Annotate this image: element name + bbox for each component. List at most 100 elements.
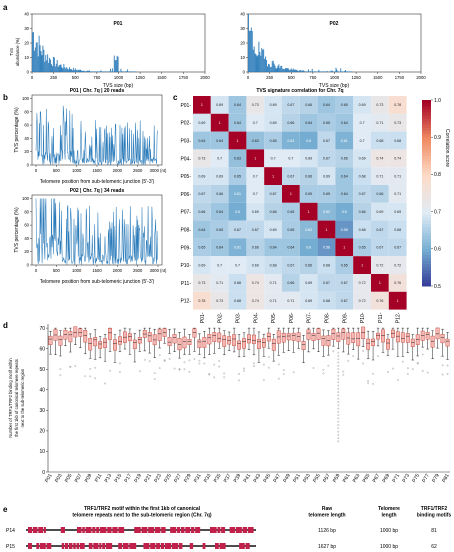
x-tick-label: P75 xyxy=(411,473,421,484)
hist-bar xyxy=(77,69,79,72)
hist-bar xyxy=(68,69,70,72)
motif-block xyxy=(155,527,161,533)
colorbar-segment xyxy=(422,186,431,191)
outlier xyxy=(416,362,419,364)
motif-block xyxy=(239,543,245,549)
cell-value: 0.69 xyxy=(270,228,277,232)
hist-bar xyxy=(284,69,286,72)
x-tick-label: P51 xyxy=(292,473,302,484)
hist-bar xyxy=(323,71,325,72)
hist-bar xyxy=(350,71,352,72)
y-tick-label: 80 xyxy=(24,209,29,214)
row-label: P12- xyxy=(180,299,191,305)
cell-value: 0.69 xyxy=(394,210,401,214)
cell-value: 0.66 xyxy=(287,121,294,125)
heat-cell xyxy=(210,185,229,203)
hist-bar xyxy=(265,56,267,72)
box xyxy=(167,337,172,347)
colorbar-segment xyxy=(422,224,431,228)
outlier xyxy=(421,370,424,372)
hist-bar xyxy=(263,49,265,72)
heat-cell xyxy=(193,274,211,292)
hist-bar xyxy=(349,71,351,72)
box xyxy=(48,335,53,345)
hist-bar xyxy=(64,67,66,72)
tvs-line xyxy=(35,105,158,166)
outlier xyxy=(208,373,211,375)
x-tick-label: 500 xyxy=(53,268,61,273)
colorbar-segment xyxy=(422,208,431,213)
y-axis-label: next to the sub-telomeric region xyxy=(20,368,25,427)
heat-cell xyxy=(353,274,371,292)
cell-value: 0.64 xyxy=(270,246,277,250)
hist-bar xyxy=(260,55,262,72)
hist-bar xyxy=(128,71,130,72)
hist-bar xyxy=(347,71,349,72)
outlier xyxy=(277,363,280,366)
cell-value: 1 xyxy=(201,103,203,107)
heat-cell xyxy=(228,96,247,114)
x-tick-label: 500 xyxy=(288,75,296,80)
cell-value: 0.67 xyxy=(341,299,348,303)
hist-bar xyxy=(106,71,108,72)
heat-cell xyxy=(210,256,229,274)
motif-block xyxy=(242,527,248,533)
colorbar-segment xyxy=(422,196,431,200)
x-tick-label: P17 xyxy=(123,473,133,484)
col-label: P07- xyxy=(307,312,313,323)
motif-block xyxy=(219,543,226,549)
hist-bar xyxy=(275,68,277,72)
outlier xyxy=(377,355,379,357)
box xyxy=(321,335,326,346)
y-tick-label: 0 xyxy=(42,470,45,476)
motif-block xyxy=(129,543,137,549)
outlier xyxy=(392,367,394,370)
outlier xyxy=(223,372,226,375)
y-tick-label: 0 xyxy=(27,263,30,268)
hist-bar xyxy=(250,27,252,72)
heat-cell xyxy=(371,238,389,257)
hist-bar xyxy=(271,61,273,72)
row-label: P11- xyxy=(181,281,192,287)
hist-bar xyxy=(330,70,332,72)
outlier xyxy=(238,373,240,375)
hist-bar xyxy=(294,69,296,72)
outlier xyxy=(143,358,146,361)
outlier xyxy=(223,376,226,379)
motif-block xyxy=(161,527,166,533)
cell-value: 0.67 xyxy=(287,174,294,178)
hist-bar xyxy=(129,71,130,72)
heat-cell xyxy=(228,220,247,239)
cell-value: 0.64 xyxy=(216,210,223,214)
tvs-line xyxy=(35,198,158,265)
hist-bar xyxy=(268,64,270,72)
heat-cell xyxy=(371,291,389,310)
motif-block xyxy=(61,543,65,549)
y-tick-label: 80 xyxy=(24,109,29,114)
cell-value: 0.65 xyxy=(341,103,348,107)
motif-block xyxy=(28,543,32,549)
x-tick-label: 0 xyxy=(35,168,38,173)
colorbar-segment xyxy=(422,227,431,231)
heat-cell xyxy=(335,274,354,292)
hist-bar xyxy=(338,71,340,72)
hist-bar xyxy=(287,68,288,72)
hist-bar xyxy=(264,58,266,72)
motif-block xyxy=(118,527,125,533)
heat-cell xyxy=(193,185,211,203)
heat-cell xyxy=(388,202,407,221)
heat-cell xyxy=(264,167,282,185)
panel-b-letter: b xyxy=(3,93,8,102)
heat-cell xyxy=(264,131,282,150)
hist-bar xyxy=(344,71,346,72)
heat-cell xyxy=(299,96,318,114)
x-tick-label: 2000 xyxy=(113,168,123,173)
motif-block xyxy=(195,527,201,533)
hist-bar xyxy=(125,71,127,72)
hist-bar xyxy=(103,71,105,72)
y-tick-label: 30 xyxy=(240,26,245,31)
outlier xyxy=(397,379,399,381)
motif-block xyxy=(229,527,236,533)
cell-value: 0.7 xyxy=(360,121,365,125)
box xyxy=(202,337,207,348)
